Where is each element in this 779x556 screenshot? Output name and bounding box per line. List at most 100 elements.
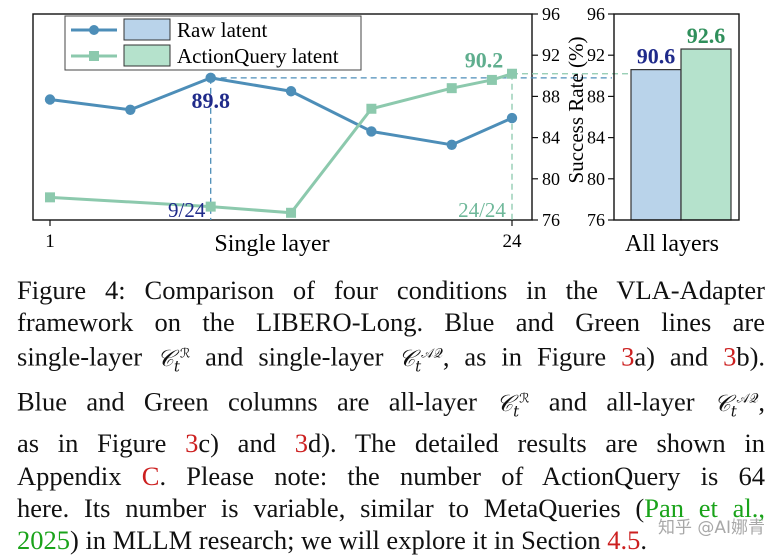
line-y-tick-label: 80 — [542, 169, 560, 189]
figure-3-link[interactable]: 3 — [723, 342, 737, 373]
appendix-link[interactable]: C — [141, 460, 160, 491]
citation-link[interactable]: Pan et al., — [644, 492, 765, 523]
caption-text: Blue and Green columns are all-layer — [17, 386, 477, 417]
line-chart-y-axis: 76 80 84 88 92 96 — [532, 4, 560, 230]
raw-latent-point — [366, 126, 377, 137]
raw-latent-point — [44, 94, 56, 105]
bar-chart-x-label: All layers — [625, 231, 719, 257]
caption-text: single-layer — [17, 342, 143, 373]
caption-line-3: single-layer 𝒞tℛ and single-layer 𝒞t𝒜𝒬, … — [17, 338, 765, 382]
figure-label: Figure 4: — [17, 275, 126, 305]
line-chart-frame — [32, 13, 533, 221]
caption-text: , as in Figure — [442, 342, 607, 373]
bar-y-tick-label: 96 — [587, 4, 605, 24]
bar-value-labels: 90.6 92.6 — [637, 23, 726, 69]
figure-3-link[interactable]: 3 — [185, 428, 199, 459]
line-x-tick-label: 1 — [45, 231, 55, 252]
math-c-t-r: 𝒞tℛ — [496, 390, 530, 421]
line-x-tick-label: 24 — [503, 231, 523, 252]
caption-line-4: Blue and Green columns are all-layer 𝒞tℛ… — [17, 386, 766, 421]
caption-text: and all-layer — [548, 386, 695, 417]
legend-aq-label: ActionQuery latent — [177, 44, 339, 68]
legend-aq-swatch — [123, 44, 171, 67]
caption-line-8: 2025) in MLLM research; we will explore … — [17, 524, 765, 556]
caption-text: . — [640, 524, 647, 555]
caption-line-6: Appendix C. Please note: the number of A… — [17, 460, 765, 492]
section-link[interactable]: 4.5 — [607, 524, 641, 555]
bar-y-tick-label: 84 — [587, 128, 605, 148]
caption-text: as in Figure — [17, 428, 167, 459]
line-annotations: 89.8 90.2 9/24 24/24 — [168, 48, 506, 222]
line-y-tick-label: 88 — [542, 86, 560, 106]
actionquery-latent-point — [366, 103, 377, 114]
caption-line-5: as in Figure 3c) and 3d). The detailed r… — [17, 427, 765, 459]
math-c-t-aq: 𝒞t𝒜𝒬 — [713, 390, 759, 421]
citation-year-link[interactable]: 2025 — [17, 524, 70, 555]
line-chart-y-label: Success Rate (%) — [564, 37, 588, 184]
bar-y-tick-label: 80 — [587, 169, 605, 189]
actionquery-latent-point — [45, 192, 55, 203]
bar-value-label: 90.6 — [637, 44, 676, 69]
legend-entry-raw: Raw latent — [71, 18, 268, 42]
actionquery-latent-point — [446, 83, 457, 94]
line-y-tick-label: 76 — [542, 210, 560, 230]
caption-text: and single-layer — [205, 342, 384, 373]
raw-latent-point — [125, 104, 136, 115]
bar-actionquery-latent — [680, 48, 732, 221]
bar-chart-frame — [613, 13, 740, 221]
bar-chart-y-axis: 76 80 84 88 92 96 — [587, 4, 614, 230]
caption-text: a) and — [634, 342, 709, 373]
legend-aq-marker — [89, 51, 99, 61]
line-chart-x-axis: 1 24 — [45, 220, 522, 252]
caption-text: d). The detailed results are shown in — [307, 428, 766, 459]
bar-value-label: 92.6 — [687, 23, 726, 48]
line-y-tick-label: 96 — [542, 4, 560, 24]
legend-raw-swatch — [123, 18, 171, 41]
caption-text: . Please note: the number of ActionQuery… — [159, 460, 766, 491]
math-c-t-aq: 𝒞t𝒜𝒬 — [398, 346, 443, 376]
guide-lines — [210, 73, 680, 220]
legend-box — [64, 15, 362, 71]
raw-latent-point — [205, 72, 216, 84]
raw-latent-point — [506, 112, 518, 124]
figure-caption: Figure 4: Comparison of four conditions … — [17, 274, 765, 556]
caption-text: ) in MLLM research; we will explore it i… — [70, 524, 601, 555]
caption-text: framework on the LIBERO-Long. Blue and G… — [17, 307, 765, 338]
annotation-raw-peak: 89.8 — [191, 88, 230, 113]
actionquery-latent-point — [507, 68, 517, 79]
line-series — [44, 68, 518, 218]
figure-4-chart: 76 80 84 88 92 96 1 24 89.8 90.2 9/24 24/24 Singl… — [32, 4, 740, 257]
caption-text: c) and — [198, 428, 276, 459]
bar-y-tick-label: 92 — [587, 45, 605, 65]
actionquery-latent-point — [205, 201, 216, 212]
line-chart-panel: 76 80 84 88 92 96 1 24 89.8 90.2 9/24 24/24 Singl… — [32, 4, 680, 257]
caption-text: here. Its number is variable, similar to… — [17, 492, 645, 523]
bar-y-tick-label: 88 — [587, 86, 605, 106]
raw-latent-point — [446, 139, 457, 151]
caption-line-7: here. Its number is variable, similar to… — [17, 492, 765, 524]
raw-latent-line — [49, 76, 513, 147]
bar-y-tick-label: 76 — [587, 210, 605, 230]
figure-3-link[interactable]: 3 — [621, 342, 635, 373]
caption-text: Appendix — [17, 460, 122, 491]
line-chart-x-label: Single layer — [214, 231, 329, 257]
raw-latent-point — [285, 86, 297, 97]
line-y-tick-label: 84 — [542, 128, 560, 148]
actionquery-latent-point — [486, 74, 497, 85]
figure-3-link[interactable]: 3 — [294, 428, 308, 459]
legend-raw-label: Raw latent — [177, 18, 268, 42]
math-c-t-r: 𝒞tℛ — [157, 346, 191, 376]
bar-series — [630, 48, 732, 221]
actionquery-latent-point — [286, 207, 297, 218]
line-y-tick-label: 92 — [542, 45, 560, 65]
legend-entry-actionquery: ActionQuery latent — [71, 44, 339, 68]
bar-raw-latent — [630, 69, 682, 221]
annotation-layer-9: 9/24 — [168, 198, 206, 222]
caption-text: Comparison of four conditions in the VLA… — [144, 275, 765, 305]
caption-text: b). — [736, 342, 766, 373]
annotation-layer-24: 24/24 — [458, 198, 506, 222]
annotation-aq-peak: 90.2 — [465, 48, 504, 73]
bar-chart-panel: 76 80 84 88 92 96 90.6 92.6 All layers — [587, 4, 740, 257]
legend-raw-marker — [89, 25, 99, 35]
legend: Raw latent ActionQuery latent — [64, 15, 362, 71]
